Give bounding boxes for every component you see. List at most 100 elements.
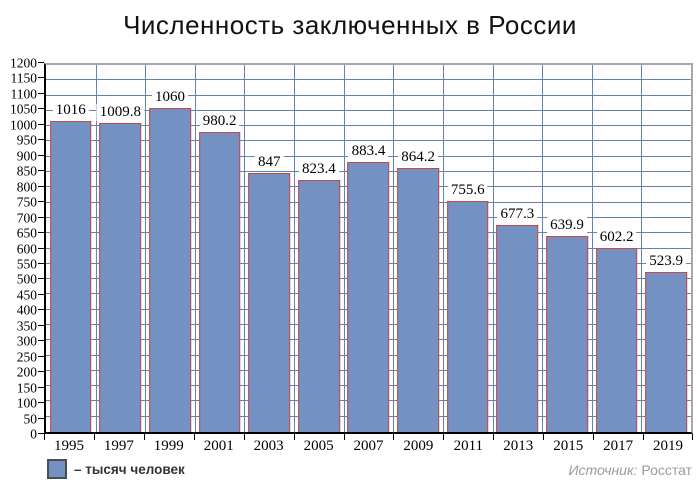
- y-tick: [38, 433, 44, 434]
- y-axis-label: 800: [16, 179, 37, 195]
- x-tick: [393, 434, 395, 440]
- y-axis-label: 600: [16, 241, 37, 256]
- plot-grid-and-bars: 1016 1009.8 1060 980.2 847 823.4 883.4 864.2 755…: [46, 65, 691, 432]
- y-tick: [38, 417, 44, 419]
- legend: – тысяч человек: [47, 459, 185, 479]
- bar-category-cell: 883.4: [344, 65, 394, 432]
- bar-category-cell: 1009.8: [96, 65, 146, 432]
- bar-category-cell: 523.9: [641, 65, 691, 432]
- y-axis-label: 750: [16, 194, 37, 210]
- bar: [496, 224, 539, 432]
- y-tick: [38, 247, 44, 249]
- bar: [49, 121, 92, 432]
- h-gridline: [46, 79, 691, 81]
- x-axis-label: 2013: [503, 438, 534, 454]
- bar: [149, 107, 191, 432]
- bar-value-label: 883.4: [348, 142, 389, 160]
- y-axis-label: 250: [16, 349, 37, 365]
- x-tick: [93, 434, 95, 440]
- h-gridline: [46, 94, 691, 96]
- v-gridline: [244, 65, 246, 432]
- h-gridline: [46, 109, 691, 111]
- y-tick: [38, 216, 44, 218]
- y-axis-label: 400: [16, 302, 37, 318]
- y-axis-label: 1200: [10, 55, 37, 71]
- bar-category-cell: 677.3: [493, 65, 543, 432]
- bar: [198, 132, 241, 432]
- y-tick: [38, 154, 44, 156]
- y-axis-label: 1150: [10, 70, 38, 86]
- bar-value-label: 639.9: [547, 217, 587, 235]
- x-axis-label: 1995: [53, 438, 84, 454]
- x-tick: [44, 434, 45, 440]
- bar: [347, 161, 390, 432]
- x-axis-label: 2007: [353, 438, 384, 454]
- y-axis-label: 850: [16, 163, 37, 179]
- x-tick: [593, 434, 595, 440]
- bar-category-cell: 1016: [46, 65, 96, 432]
- y-tick: [38, 355, 44, 357]
- y-tick: [38, 232, 44, 234]
- y-axis-label: 300: [16, 333, 37, 349]
- v-gridline: [591, 65, 593, 432]
- h-gridline: [46, 125, 691, 127]
- legend-label: – тысяч человек: [74, 461, 185, 477]
- bar-category-cell: 755.6: [443, 65, 493, 432]
- y-axis-label: 50: [23, 411, 38, 427]
- v-gridline: [393, 65, 395, 432]
- x-axis-label: 2017: [603, 438, 634, 454]
- y-axis-label: 1050: [10, 101, 37, 117]
- y-tick: [38, 185, 44, 187]
- v-gridline: [95, 65, 97, 432]
- x-axis-label: 2015: [553, 438, 584, 454]
- bar: [446, 200, 489, 432]
- bar-category-cell: 980.2: [195, 65, 245, 432]
- y-tick: [38, 309, 44, 311]
- h-gridline: [46, 140, 691, 142]
- bar-value-label: 847: [255, 153, 284, 171]
- bar-category-cell: 823.4: [294, 65, 344, 432]
- plot-area: 1016 1009.8 1060 980.2 847 823.4 883.4 864.2 755…: [44, 63, 693, 434]
- y-tick: [38, 201, 44, 203]
- x-tick: [543, 434, 545, 440]
- bar-category-cell: 602.2: [592, 65, 642, 432]
- y-axis-label: 700: [16, 210, 37, 226]
- bar-value-label: 602.2: [596, 228, 637, 246]
- y-tick: [38, 77, 44, 79]
- bar-category-cell: 1060: [145, 65, 195, 432]
- bar-value-label: 980.2: [199, 113, 240, 131]
- y-tick: [38, 278, 44, 280]
- bar-category-cell: 864.2: [393, 65, 443, 432]
- y-axis-label: 100: [16, 395, 37, 411]
- bar-category-cell: 639.9: [542, 65, 592, 432]
- bar-value-label: 1009.8: [96, 104, 145, 122]
- x-tick: [243, 434, 245, 440]
- y-tick: [38, 139, 44, 141]
- x-axis-label: 1997: [103, 438, 134, 454]
- y-tick: [38, 108, 44, 110]
- y-tick: [38, 262, 44, 264]
- bar-value-label: 864.2: [398, 148, 438, 166]
- y-axis-label: 550: [16, 256, 37, 272]
- x-tick: [193, 434, 195, 440]
- bar-value-label: 523.9: [646, 252, 687, 270]
- bar: [248, 172, 291, 432]
- bar: [397, 167, 439, 432]
- x-axis-label: 2009: [403, 438, 434, 454]
- v-gridline: [641, 65, 643, 432]
- y-tick: [38, 371, 44, 373]
- v-gridline: [492, 65, 494, 432]
- y-tick: [38, 92, 44, 94]
- y-axis-labels: 0 50 100 150 200 250 300 350 400 450 500 550 600 650 7…: [0, 56, 38, 441]
- v-gridline: [542, 65, 544, 432]
- chart-title: Численность заключенных в России: [123, 10, 577, 40]
- y-axis-label: 650: [16, 225, 37, 241]
- x-axis-label: 2005: [303, 438, 334, 454]
- bar: [595, 247, 638, 432]
- bar-category-cell: 847: [244, 65, 294, 432]
- v-gridline: [343, 65, 345, 432]
- source-note: Источник: Росстат: [569, 462, 692, 478]
- x-axis-ticks: [44, 434, 693, 440]
- y-axis-label: 500: [16, 271, 37, 287]
